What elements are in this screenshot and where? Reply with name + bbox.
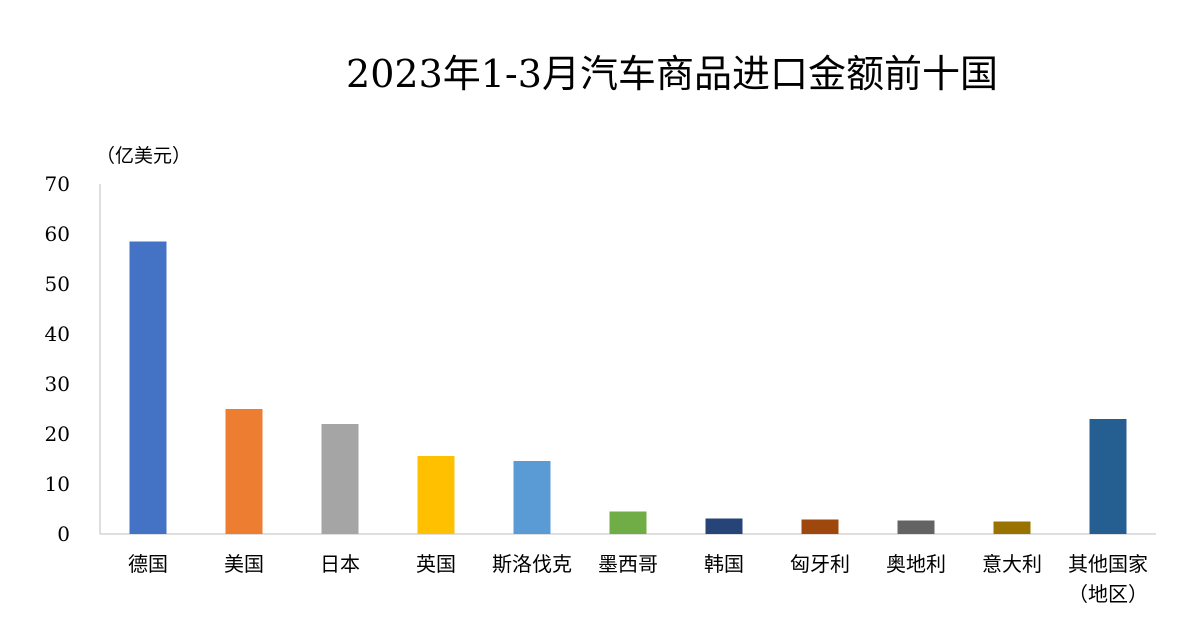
x-tick-label: 匈牙利 [790,552,850,576]
axes: 0 10 20 30 40 50 60 70 [45,172,1156,546]
x-tick-label: 墨西哥 [598,552,658,576]
bar [1089,419,1127,534]
y-tick-label: 40 [45,322,70,346]
x-tick-label: 其他国家 [1068,552,1148,576]
x-tick-label: 斯洛伐克 [492,552,572,576]
y-tick-label: 60 [45,222,70,246]
bar [321,424,359,534]
chart-title: 2023年1-3月汽车商品进口金额前十国 [346,52,998,96]
bar [705,518,743,534]
x-tick-label: 德国 [128,552,168,576]
bar [609,511,647,534]
y-tick-label: 10 [45,472,70,496]
x-tick-label: 英国 [416,552,456,576]
y-tick-label: 70 [45,172,70,196]
x-tick-label: 奥地利 [886,552,946,576]
x-tick-label: 韩国 [704,552,744,576]
x-tick-label: 美国 [224,552,264,576]
y-tick-label: 0 [57,522,70,546]
bar [225,409,263,534]
x-tick-label: （地区） [1068,582,1148,606]
bar [897,520,935,534]
bars [129,241,1127,534]
bar [801,519,839,534]
y-tick-label: 30 [45,372,70,396]
bar [129,241,167,534]
bar [513,461,551,534]
category-labels: 德国 美国 日本 英国 斯洛伐克 墨西哥 韩国 匈牙利 奥地利 意大利 其他国家 （地区） [128,552,1148,606]
x-tick-label: 日本 [320,552,360,576]
x-tick-label: 意大利 [982,552,1042,576]
bar [993,521,1031,534]
y-tick-label: 50 [45,272,70,296]
bar [417,456,455,534]
y-tick-label: 20 [45,422,70,446]
y-axis-unit-label: （亿美元） [96,145,192,167]
